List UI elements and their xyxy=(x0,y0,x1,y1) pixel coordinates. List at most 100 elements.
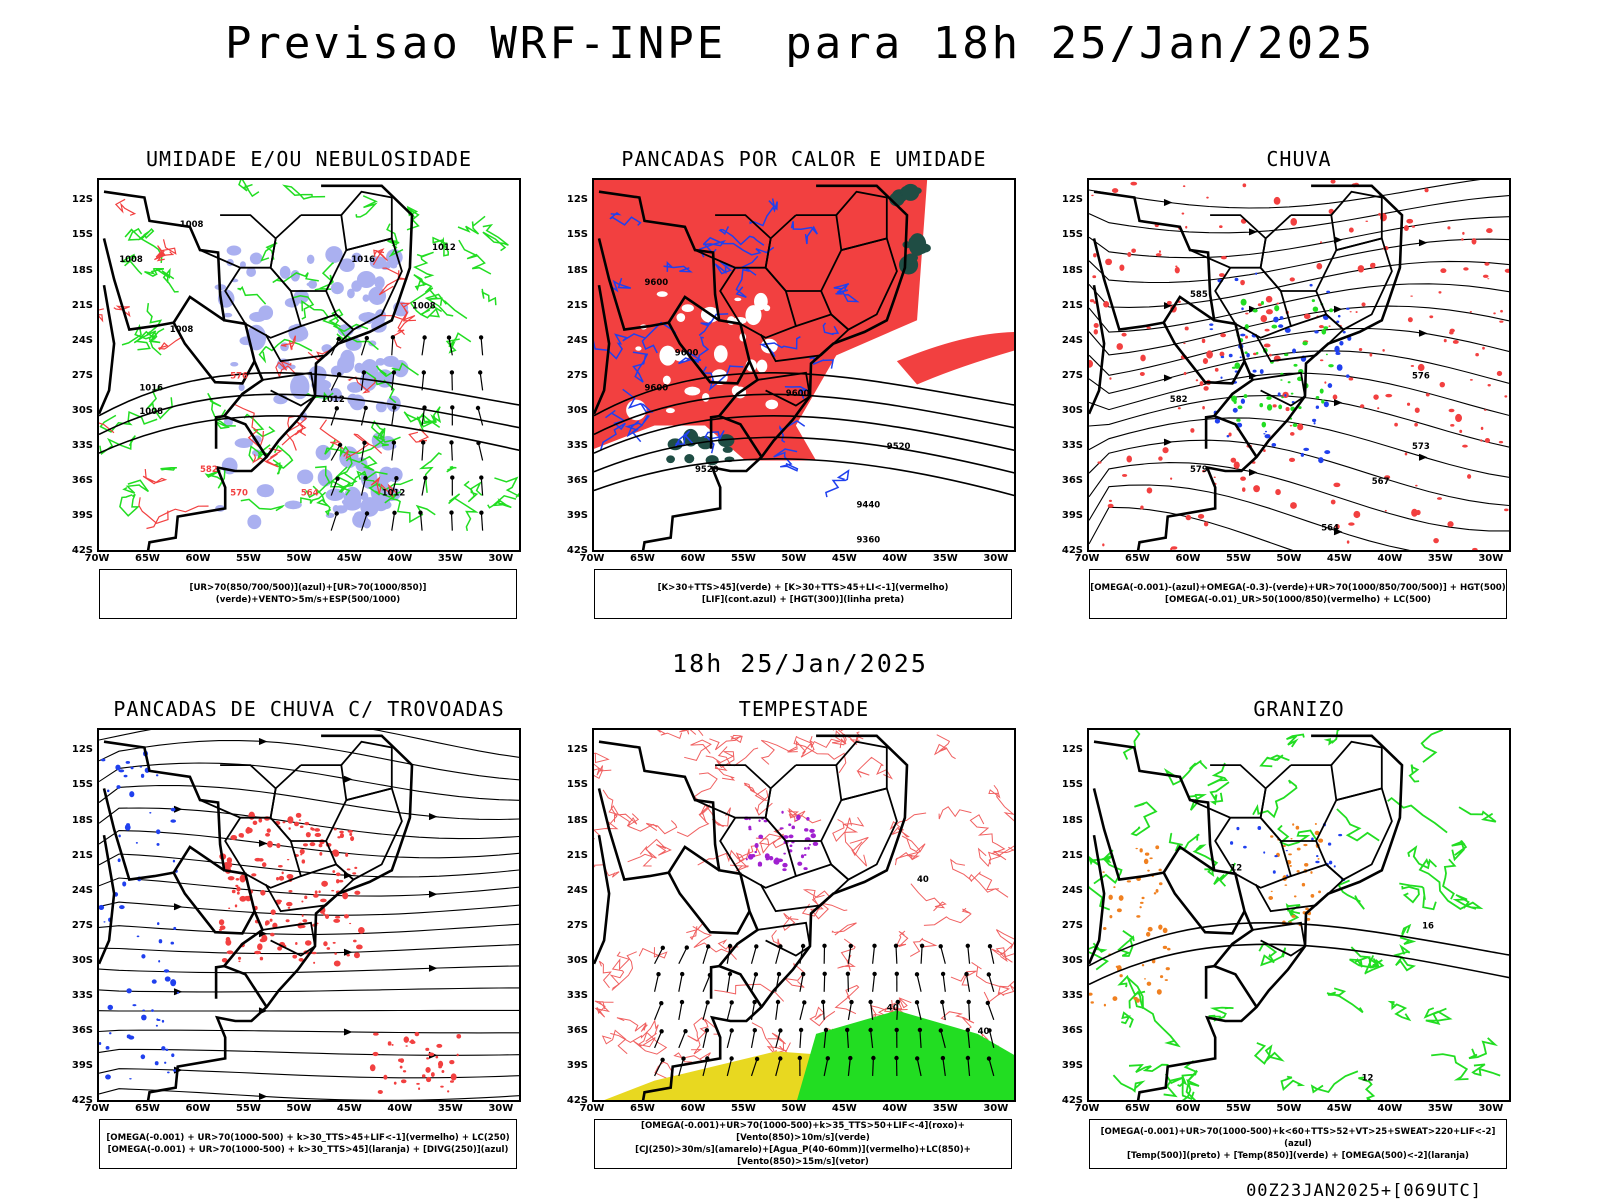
lon-tick-label: 45W xyxy=(1322,553,1356,564)
lon-tick-label: 35W xyxy=(928,553,962,564)
lat-tick-label: 18S xyxy=(1049,815,1083,826)
lat-tick-label: 39S xyxy=(554,1060,588,1071)
lat-tick-label: 12S xyxy=(554,194,588,205)
contour-label: 1008 xyxy=(180,220,204,230)
lon-tick-label: 45W xyxy=(332,553,366,564)
contour-label: 9600 xyxy=(675,348,699,358)
panel-legend: [OMEGA(-0.001) + UR>70(1000-500) + k>30_… xyxy=(99,1119,517,1169)
lat-tick-label: 27S xyxy=(59,920,93,931)
lat-tick-label: 30S xyxy=(1049,955,1083,966)
lon-tick-label: 70W xyxy=(575,1103,609,1114)
lat-tick-label: 24S xyxy=(1049,335,1083,346)
lon-tick-label: 65W xyxy=(625,1103,659,1114)
lat-tick-label: 36S xyxy=(59,475,93,486)
lon-tick-label: 60W xyxy=(676,1103,710,1114)
contour-label: 9600 xyxy=(786,389,810,399)
lat-tick-label: 18S xyxy=(1049,265,1083,276)
contour-label: 16 xyxy=(1422,922,1434,932)
map-plot xyxy=(97,728,521,1102)
map-borders xyxy=(1089,736,1402,1102)
panel-legend: [UR>70(850/700/500)](azul)+[UR>70(1000/8… xyxy=(99,569,517,619)
lat-tick-label: 24S xyxy=(1049,885,1083,896)
lat-tick-label: 36S xyxy=(554,475,588,486)
lon-tick-label: 70W xyxy=(1070,1103,1104,1114)
contour-label: 1012 xyxy=(321,395,345,405)
lat-tick-label: 15S xyxy=(554,229,588,240)
lat-tick-label: 12S xyxy=(59,744,93,755)
contour-label: 576 xyxy=(1412,372,1430,382)
lon-tick-label: 65W xyxy=(130,553,164,564)
legend-line: [K>30+TTS>45](verde) + [K>30+TTS>45+LI<-… xyxy=(595,582,1011,594)
contour-label: 1008 xyxy=(170,325,194,335)
lon-tick-label: 50W xyxy=(1272,553,1306,564)
legend-line: [OMEGA(-0.001)+UR>70(1000-500)+k>35_TTS>… xyxy=(595,1120,1011,1144)
contour-label: 1016 xyxy=(351,255,375,265)
lat-tick-label: 27S xyxy=(1049,920,1083,931)
lat-tick-label: 30S xyxy=(554,955,588,966)
lon-tick-label: 40W xyxy=(878,553,912,564)
lat-tick-label: 36S xyxy=(59,1025,93,1036)
lat-tick-label: 36S xyxy=(1049,475,1083,486)
contour-label: 1008 xyxy=(139,407,163,417)
legend-line: [LIF](cont.azul) + [HGT(300)](linha pret… xyxy=(595,594,1011,606)
main-title: Previsao WRF-INPE para 18h 25/Jan/2025 xyxy=(0,18,1600,69)
lat-tick-label: 21S xyxy=(1049,300,1083,311)
lon-tick-label: 65W xyxy=(1120,1103,1154,1114)
lon-tick-label: 50W xyxy=(777,1103,811,1114)
lon-tick-label: 70W xyxy=(80,553,114,564)
rain-red-areas xyxy=(1089,180,1511,551)
lat-tick-label: 30S xyxy=(59,405,93,416)
lon-tick-label: 65W xyxy=(1120,553,1154,564)
lat-tick-label: 21S xyxy=(554,850,588,861)
contour-label: 1012 xyxy=(432,243,456,253)
lat-tick-label: 39S xyxy=(59,1060,93,1071)
lon-tick-label: 60W xyxy=(1171,1103,1205,1114)
lat-tick-label: 24S xyxy=(59,885,93,896)
lat-tick-label: 39S xyxy=(59,510,93,521)
contour-label: 9600 xyxy=(645,383,669,393)
lat-tick-label: 36S xyxy=(1049,1025,1083,1036)
panel-legend: [OMEGA(-0.001)+UR>70(1000-500)+k<60+TTS>… xyxy=(1089,1119,1507,1169)
map-borders xyxy=(1089,186,1402,552)
contour-label: 1008 xyxy=(412,302,436,312)
lat-tick-label: 33S xyxy=(554,440,588,451)
lon-tick-label: 50W xyxy=(282,1103,316,1114)
lat-tick-label: 15S xyxy=(59,229,93,240)
panel-title: CHUVA xyxy=(1087,147,1511,171)
panel-legend: [K>30+TTS>45](verde) + [K>30+TTS>45+LI<-… xyxy=(594,569,1012,619)
contour-label: 567 xyxy=(1372,477,1390,487)
lon-tick-label: 40W xyxy=(1373,553,1407,564)
lon-tick-label: 30W xyxy=(1474,1103,1508,1114)
lon-tick-label: 40W xyxy=(383,553,417,564)
contour-label: 9520 xyxy=(695,465,719,475)
lon-tick-label: 70W xyxy=(1070,553,1104,564)
contour-label: 9520 xyxy=(887,442,911,452)
contour-label: 585 xyxy=(1190,290,1208,300)
run-timestamp: 00Z23JAN2025+[069UTC] xyxy=(1246,1181,1482,1201)
panel-legend: [OMEGA(-0.001)-(azul)+OMEGA(-0.3)-(verde… xyxy=(1089,569,1507,619)
lon-tick-label: 30W xyxy=(1474,553,1508,564)
lon-tick-label: 55W xyxy=(1221,1103,1255,1114)
lon-tick-label: 45W xyxy=(332,1103,366,1114)
lon-tick-label: 35W xyxy=(1423,553,1457,564)
contour-label: 582 xyxy=(200,465,218,475)
contour-label: 9600 xyxy=(645,278,669,288)
lon-tick-label: 65W xyxy=(130,1103,164,1114)
hail-blue-areas xyxy=(1230,823,1345,881)
lon-tick-label: 40W xyxy=(383,1103,417,1114)
contour-label: 579 xyxy=(1190,465,1208,475)
lon-tick-label: 60W xyxy=(1171,553,1205,564)
legend-line: [OMEGA(-0.001)+UR>70(1000-500)+k<60+TTS>… xyxy=(1090,1126,1506,1150)
lat-tick-label: 21S xyxy=(554,300,588,311)
panel-title: PANCADAS POR CALOR E UMIDADE xyxy=(592,147,1016,171)
panel-title: GRANIZO xyxy=(1087,697,1511,721)
wind850-green-area xyxy=(796,1011,1016,1103)
lat-tick-label: 27S xyxy=(554,370,588,381)
legend-line: [UR>70(850/700/500)](azul)+[UR>70(1000/8… xyxy=(100,582,516,606)
storm-red-areas-south xyxy=(370,1032,461,1094)
lat-tick-label: 33S xyxy=(59,990,93,1001)
lat-tick-label: 12S xyxy=(554,744,588,755)
